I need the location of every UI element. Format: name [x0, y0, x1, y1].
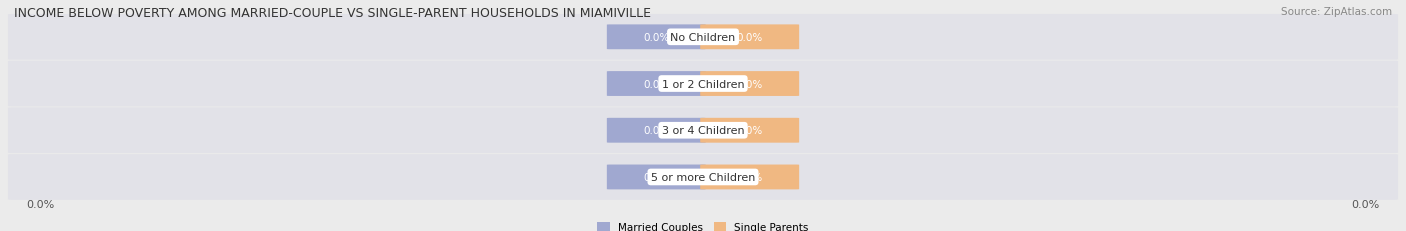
Text: 0.0%: 0.0% — [737, 172, 763, 182]
Text: Source: ZipAtlas.com: Source: ZipAtlas.com — [1281, 7, 1392, 17]
Text: 0.0%: 0.0% — [737, 126, 763, 136]
FancyBboxPatch shape — [700, 118, 799, 143]
FancyBboxPatch shape — [8, 61, 1398, 107]
FancyBboxPatch shape — [700, 165, 799, 190]
Text: 0.0%: 0.0% — [737, 79, 763, 89]
Text: 0.0%: 0.0% — [27, 199, 55, 209]
Legend: Married Couples, Single Parents: Married Couples, Single Parents — [598, 222, 808, 231]
Text: 0.0%: 0.0% — [1351, 199, 1379, 209]
Text: 0.0%: 0.0% — [643, 33, 669, 43]
Text: INCOME BELOW POVERTY AMONG MARRIED-COUPLE VS SINGLE-PARENT HOUSEHOLDS IN MIAMIVI: INCOME BELOW POVERTY AMONG MARRIED-COUPL… — [14, 7, 651, 20]
Text: 0.0%: 0.0% — [643, 79, 669, 89]
Text: 0.0%: 0.0% — [737, 33, 763, 43]
Text: No Children: No Children — [671, 33, 735, 43]
Text: 3 or 4 Children: 3 or 4 Children — [662, 126, 744, 136]
FancyBboxPatch shape — [8, 108, 1398, 153]
FancyBboxPatch shape — [8, 15, 1398, 60]
FancyBboxPatch shape — [607, 72, 706, 97]
FancyBboxPatch shape — [607, 25, 706, 50]
FancyBboxPatch shape — [700, 72, 799, 97]
Text: 0.0%: 0.0% — [643, 126, 669, 136]
Text: 1 or 2 Children: 1 or 2 Children — [662, 79, 744, 89]
FancyBboxPatch shape — [607, 118, 706, 143]
FancyBboxPatch shape — [607, 165, 706, 190]
Text: 0.0%: 0.0% — [643, 172, 669, 182]
FancyBboxPatch shape — [700, 25, 799, 50]
Text: 5 or more Children: 5 or more Children — [651, 172, 755, 182]
FancyBboxPatch shape — [8, 155, 1398, 200]
